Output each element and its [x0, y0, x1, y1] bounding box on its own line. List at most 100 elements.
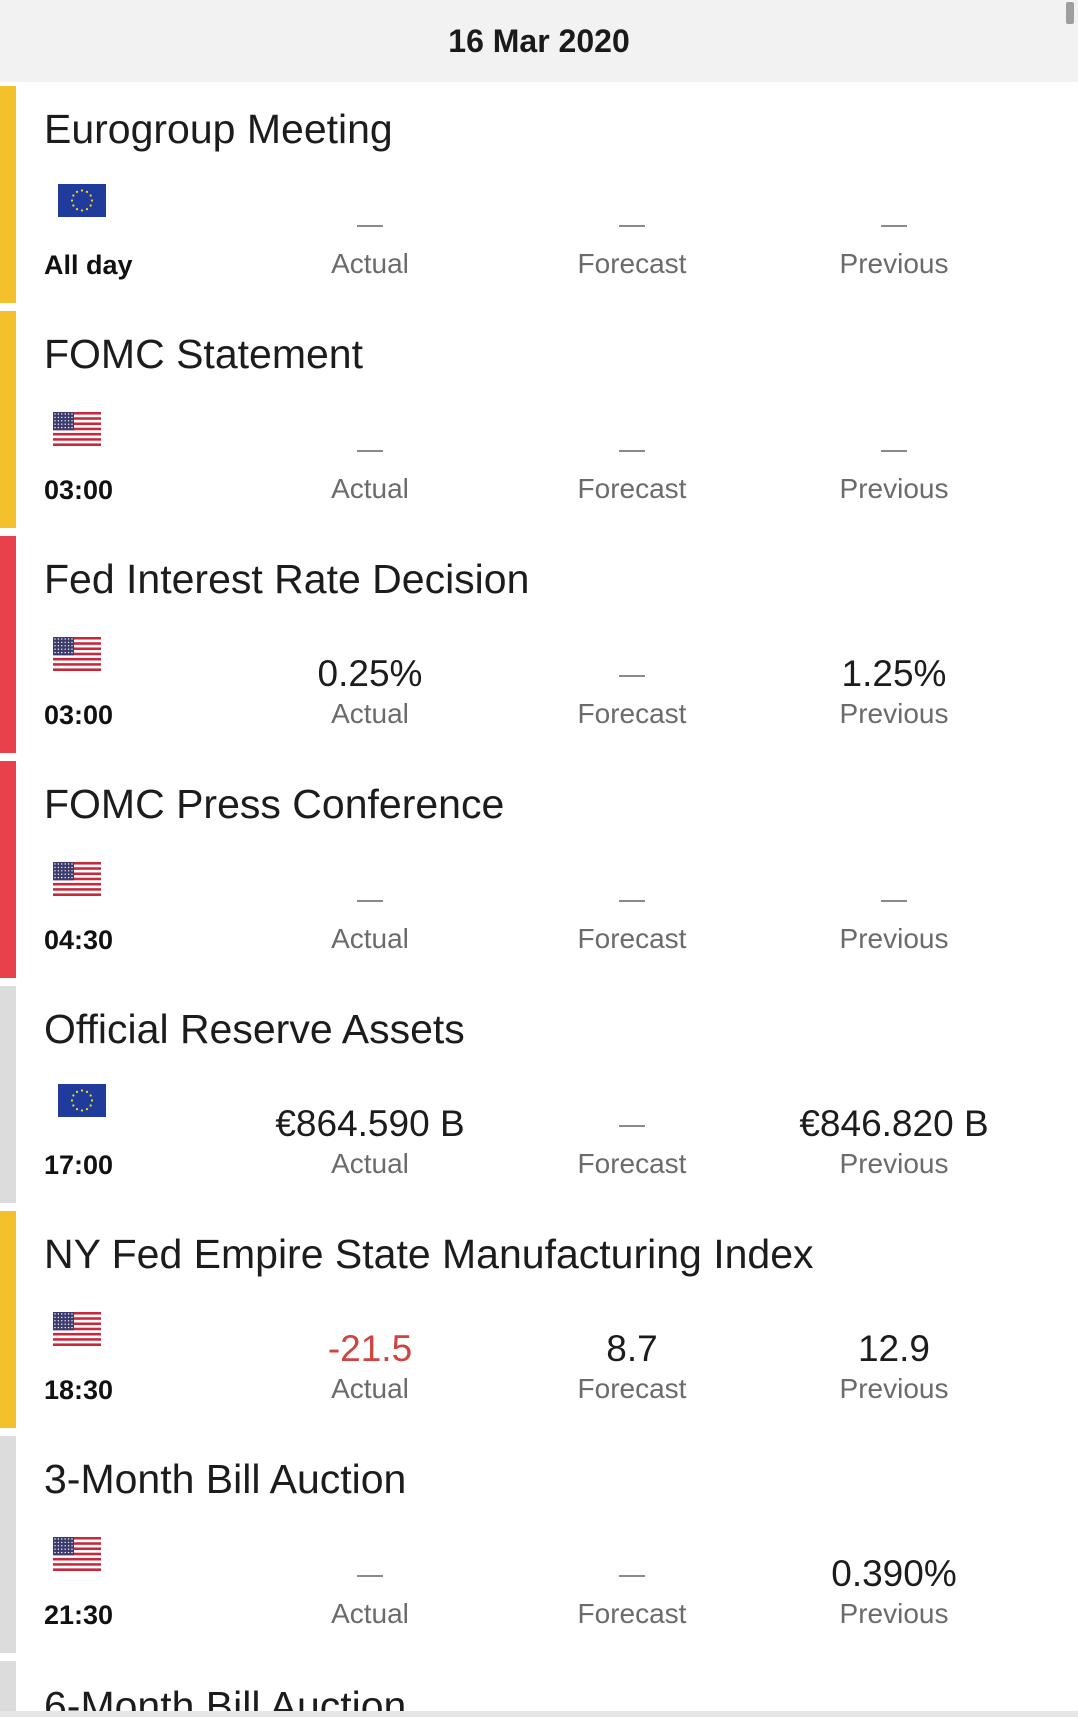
scroll-indicator[interactable] — [1066, 2, 1074, 24]
us-flag-icon — [53, 637, 101, 672]
event-title: 3-Month Bill Auction — [44, 1456, 407, 1502]
actual-label: Actual — [331, 698, 409, 729]
actual-empty-dash — [220, 427, 520, 471]
forecast-column: Forecast — [482, 202, 782, 280]
event-time: 21:30 — [44, 1600, 114, 1630]
actual-label: Actual — [331, 1598, 409, 1629]
forecast-label: Forecast — [577, 1373, 687, 1404]
event-row[interactable]: Fed Interest Rate Decision 03:00 0.25% Actu… — [0, 532, 1078, 757]
previous-column: €846.820 B Previous — [744, 1102, 1044, 1180]
event-row[interactable]: FOMC Statement 03:00 Actual Forecast Previou… — [0, 307, 1078, 532]
event-row[interactable]: FOMC Press Conference 04:30 Actual Forecast… — [0, 757, 1078, 982]
previous-column: 0.390% Previous — [744, 1552, 1044, 1630]
impact-indicator — [0, 761, 16, 978]
forecast-empty-dash — [482, 877, 782, 921]
dash-icon — [619, 450, 645, 453]
dash-icon — [357, 225, 383, 228]
event-title: FOMC Statement — [44, 331, 363, 377]
dash-icon — [357, 450, 383, 453]
forecast-empty-dash — [482, 202, 782, 246]
actual-value: €864.590 B — [275, 1103, 465, 1144]
previous-column: 12.9 Previous — [744, 1327, 1044, 1405]
date-header: 16 Mar 2020 — [0, 0, 1078, 82]
forecast-column: Forecast — [482, 1102, 782, 1180]
event-row[interactable]: NY Fed Empire State Manufacturing Index 1… — [0, 1207, 1078, 1432]
previous-empty-dash — [744, 202, 1044, 246]
previous-empty-dash — [744, 877, 1044, 921]
event-row[interactable]: Official Reserve Assets 17:00 €864.590 B Ac… — [0, 982, 1078, 1207]
previous-label: Previous — [839, 923, 949, 954]
impact-indicator — [0, 986, 16, 1203]
forecast-column: Forecast — [482, 1552, 782, 1630]
previous-empty-dash — [744, 427, 1044, 471]
dash-icon — [881, 225, 907, 228]
actual-column: Actual — [220, 202, 520, 280]
impact-indicator — [0, 1436, 16, 1653]
forecast-label: Forecast — [577, 698, 687, 729]
previous-column: Previous — [744, 202, 1044, 280]
date-label: 16 Mar 2020 — [448, 22, 630, 59]
event-list: Eurogroup Meeting All day Actual Forecast Pr… — [0, 82, 1078, 1717]
actual-value: -21.5 — [327, 1328, 413, 1369]
eu-flag-icon — [58, 184, 106, 217]
actual-value: 0.25% — [317, 653, 423, 694]
eu-flag-icon — [58, 1084, 106, 1117]
event-row[interactable]: 3-Month Bill Auction 21:30 Actual Forecast 0… — [0, 1432, 1078, 1657]
actual-empty-dash — [220, 877, 520, 921]
dash-icon — [881, 900, 907, 903]
forecast-empty-dash — [482, 1552, 782, 1596]
forecast-column: Forecast — [482, 652, 782, 730]
forecast-value: 8.7 — [606, 1328, 658, 1369]
previous-column: Previous — [744, 427, 1044, 505]
event-title: Eurogroup Meeting — [44, 106, 393, 152]
impact-indicator — [0, 311, 16, 528]
forecast-empty-dash — [482, 652, 782, 696]
event-title: Official Reserve Assets — [44, 1006, 465, 1052]
dash-icon — [357, 1575, 383, 1578]
actual-label: Actual — [331, 248, 409, 279]
dash-icon — [619, 1575, 645, 1578]
actual-column: Actual — [220, 427, 520, 505]
us-flag-icon — [53, 412, 101, 447]
previous-label: Previous — [839, 698, 949, 729]
dash-icon — [619, 675, 645, 678]
event-time: 17:00 — [44, 1150, 114, 1180]
event-time: 18:30 — [44, 1375, 114, 1405]
previous-label: Previous — [839, 1373, 949, 1404]
dash-icon — [619, 1125, 645, 1128]
forecast-label: Forecast — [577, 473, 687, 504]
forecast-label: Forecast — [577, 1598, 687, 1629]
impact-indicator — [0, 1211, 16, 1428]
us-flag-icon — [53, 862, 101, 897]
event-title: Fed Interest Rate Decision — [44, 556, 530, 602]
event-time: 04:30 — [44, 925, 114, 955]
actual-label: Actual — [331, 1373, 409, 1404]
actual-column: Actual — [220, 877, 520, 955]
forecast-empty-dash — [482, 1102, 782, 1146]
event-title: FOMC Press Conference — [44, 781, 505, 827]
event-time: 03:00 — [44, 475, 114, 505]
actual-empty-dash — [220, 202, 520, 246]
previous-value: 1.25% — [841, 653, 947, 694]
previous-value: 12.9 — [857, 1328, 930, 1369]
event-time: All day — [44, 250, 133, 280]
event-row[interactable]: Eurogroup Meeting All day Actual Forecast Pr… — [0, 82, 1078, 307]
previous-label: Previous — [839, 1598, 949, 1629]
forecast-empty-dash — [482, 427, 782, 471]
forecast-column: Forecast — [482, 877, 782, 955]
actual-column: 0.25% Actual — [220, 652, 520, 730]
forecast-column: Forecast — [482, 427, 782, 505]
forecast-label: Forecast — [577, 248, 687, 279]
previous-column: 1.25% Previous — [744, 652, 1044, 730]
us-flag-icon — [53, 1537, 101, 1572]
actual-label: Actual — [331, 473, 409, 504]
actual-column: -21.5 Actual — [220, 1327, 520, 1405]
actual-column: €864.590 B Actual — [220, 1102, 520, 1180]
previous-label: Previous — [839, 1148, 949, 1179]
bottom-edge — [0, 1711, 1078, 1717]
previous-column: Previous — [744, 877, 1044, 955]
impact-indicator — [0, 1661, 16, 1713]
previous-label: Previous — [839, 473, 949, 504]
dash-icon — [357, 900, 383, 903]
event-row[interactable]: 6-Month Bill Auction — [0, 1657, 1078, 1717]
